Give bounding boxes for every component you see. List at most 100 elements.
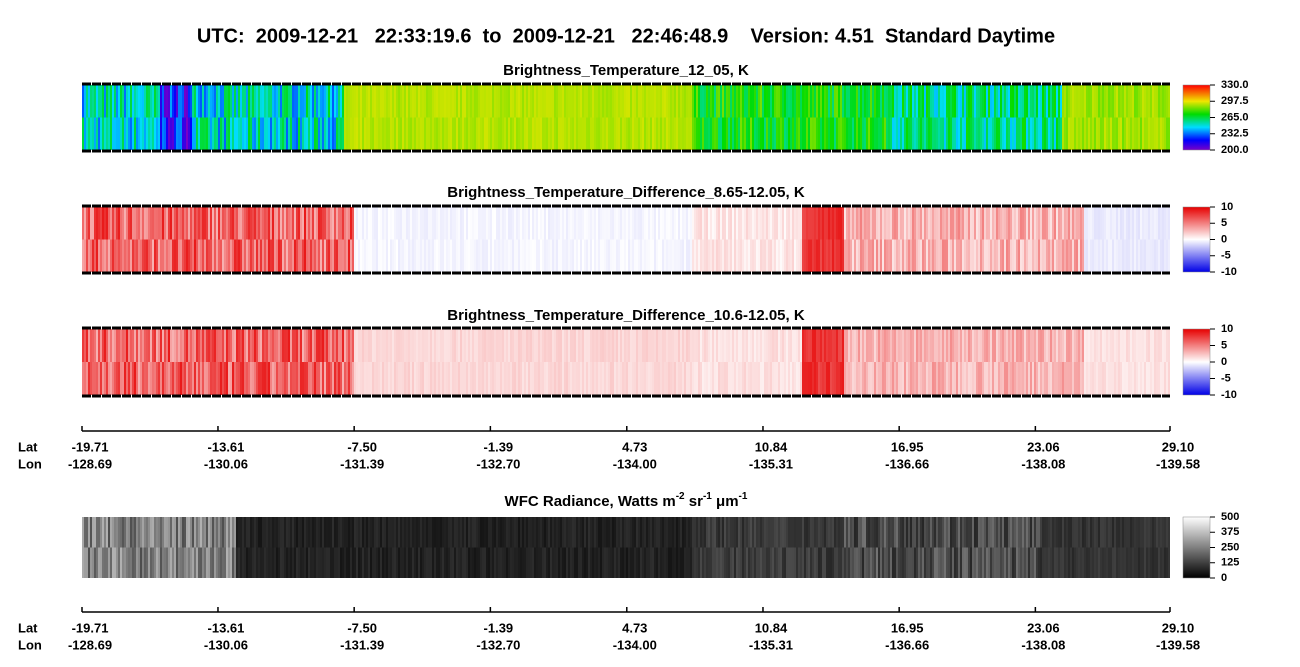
pixel-column [808,329,810,363]
pixel-column [414,547,416,578]
pixel-column [872,207,874,240]
pixel-column [228,362,230,395]
pixel-column [326,517,328,548]
pixel-column [506,362,508,395]
pixel-column [604,362,606,395]
pixel-column [984,362,986,395]
pixel-column [296,329,298,363]
pixel-column [598,117,600,150]
pixel-column [528,117,530,150]
pixel-column [906,207,908,240]
pixel-column [986,362,988,395]
pixel-column [1166,117,1168,150]
pixel-column [1056,85,1058,118]
pixel-column [124,117,126,150]
pixel-column [880,117,882,150]
pixel-column [270,517,272,548]
pixel-column [356,239,358,272]
pixel-column [772,362,774,395]
pixel-column [424,117,426,150]
pixel-column [622,85,624,118]
pixel-column [1074,85,1076,118]
pixel-column [570,547,572,578]
pixel-column [104,239,106,272]
pixel-column [768,362,770,395]
pixel-column [152,207,154,240]
pixel-column [828,117,830,150]
lat-tick-label: -7.50 [347,620,377,635]
pixel-column [172,239,174,272]
pixel-column [734,207,736,240]
pixel-column [716,117,718,150]
pixel-column [440,362,442,395]
pixel-column [810,362,812,395]
pixel-column [572,547,574,578]
pixel-column [812,329,814,363]
pixel-column [278,547,280,578]
pixel-column [836,362,838,395]
pixel-column [494,239,496,272]
pixel-column [614,207,616,240]
pixel-column [628,207,630,240]
pixel-column [756,117,758,150]
pixel-column [968,517,970,548]
pixel-column [302,362,304,395]
pixel-column [862,85,864,118]
pixel-column [1070,547,1072,578]
pixel-column [276,85,278,118]
pixel-column [904,547,906,578]
pixel-column [206,239,208,272]
pixel-column [154,239,156,272]
pixel-column [700,239,702,272]
pixel-column [146,117,148,150]
pixel-column [454,547,456,578]
pixel-column [1084,207,1086,240]
pixel-column [130,329,132,363]
pixel-column [310,85,312,118]
pixel-column [414,207,416,240]
pixel-column [576,207,578,240]
pixel-column [958,85,960,118]
pixel-column [1148,547,1150,578]
pixel-column [1112,329,1114,363]
pixel-column [570,329,572,363]
pixel-column [484,329,486,363]
pixel-column [792,547,794,578]
pixel-column [744,517,746,548]
pixel-column [390,85,392,118]
pixel-column [374,547,376,578]
pixel-column [140,362,142,395]
pixel-column [1100,239,1102,272]
pixel-column [486,547,488,578]
pixel-column [716,547,718,578]
pixel-column [772,517,774,548]
pixel-column [236,207,238,240]
pixel-column [196,239,198,272]
pixel-column [342,117,344,150]
pixel-column [244,329,246,363]
pixel-column [210,117,212,150]
pixel-column [328,117,330,150]
pixel-column [1164,362,1166,395]
pixel-column [292,117,294,150]
pixel-column [678,117,680,150]
pixel-column [146,517,148,548]
pixel-column [570,85,572,118]
pixel-column [142,547,144,578]
pixel-column [1168,329,1170,363]
pixel-column [892,547,894,578]
pixel-column [846,85,848,118]
pixel-column [896,329,898,363]
pixel-column [362,85,364,118]
pixel-column [158,117,160,150]
pixel-column [1136,117,1138,150]
pixel-column [1028,117,1030,150]
pixel-column [948,329,950,363]
pixel-column [682,362,684,395]
pixel-column [536,117,538,150]
pixel-column [622,329,624,363]
pixel-column [400,517,402,548]
pixel-column [116,517,118,548]
pixel-column [408,117,410,150]
pixel-column [1108,207,1110,240]
